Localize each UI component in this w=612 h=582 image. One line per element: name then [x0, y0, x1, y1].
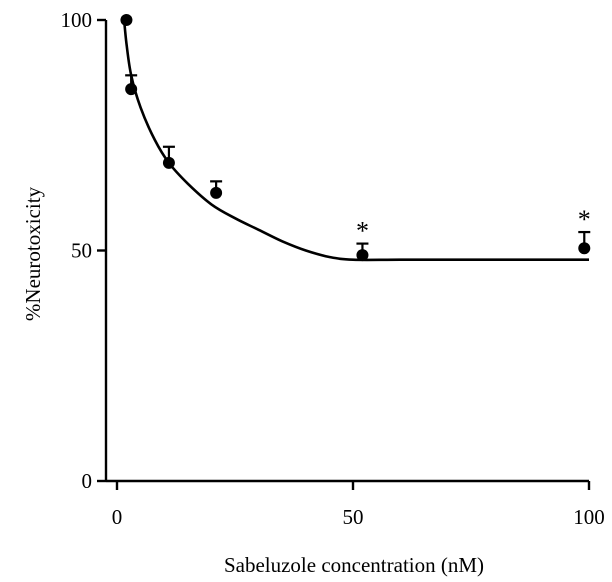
y-tick-label: 0: [82, 469, 93, 493]
x-tick-label: 50: [343, 505, 364, 529]
data-points: * *: [120, 14, 591, 262]
axes: 0 50 100 0 50 100: [61, 8, 605, 529]
significance-asterisk: *: [356, 217, 369, 246]
data-point: [356, 249, 369, 262]
y-axis-title: %Neurotoxicity: [21, 186, 45, 321]
x-axis-title: Sabeluzole concentration (nM): [224, 553, 484, 577]
y-tick-label: 50: [71, 239, 92, 263]
x-tick-label: 100: [573, 505, 605, 529]
data-point: [120, 14, 133, 26]
fit-curve: [122, 19, 589, 262]
axis-labels: Sabeluzole concentration (nM) %Neurotoxi…: [21, 186, 484, 577]
data-point: [210, 186, 223, 199]
significance-asterisk: *: [578, 205, 591, 234]
x-tick-label: 0: [112, 505, 123, 529]
data-point: [162, 156, 175, 169]
y-tick-label: 100: [61, 8, 93, 32]
data-point: [578, 242, 591, 255]
data-point: [125, 83, 138, 96]
fit-curve-layer: [122, 19, 589, 262]
